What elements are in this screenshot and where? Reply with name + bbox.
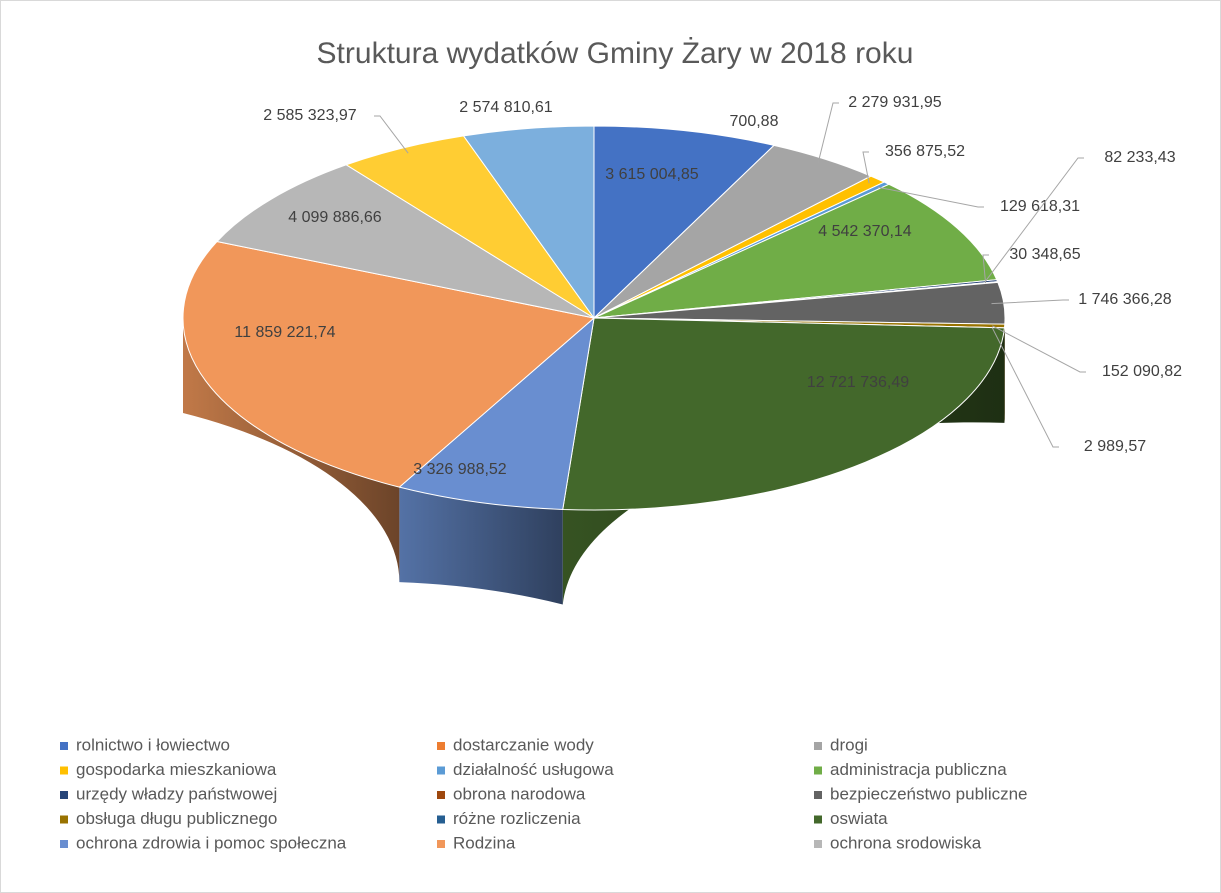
slice [462, 125, 595, 320]
data-label: 152 090,82 [1102, 363, 1182, 380]
leader-line [984, 157, 1084, 283]
legend-label: bezpieczeństwo publiczne [830, 784, 1028, 803]
legend-swatch [814, 742, 822, 750]
data-label: 3 615 004,85 [605, 166, 699, 183]
legend-label: działalność usługowa [453, 760, 614, 779]
legend-swatch [437, 791, 445, 799]
legend-swatch [60, 742, 68, 750]
legend-swatch [814, 766, 822, 775]
legend-swatch [437, 742, 445, 750]
data-label: 129 618,31 [1000, 198, 1080, 215]
legend-label: obsługa długu publicznego [76, 809, 277, 828]
data-label: 30 348,65 [1009, 246, 1080, 263]
data-label: 4 542 370,14 [818, 223, 912, 240]
slice [182, 240, 596, 488]
legend-swatch [437, 815, 445, 824]
leader-line [877, 186, 984, 208]
data-label: 12 721 736,49 [807, 374, 909, 391]
leader-line [862, 151, 870, 184]
legend-swatch [814, 791, 822, 799]
legend-swatch [60, 815, 68, 824]
leader-line [991, 299, 1069, 305]
slice [593, 183, 998, 319]
leader-line [817, 102, 839, 165]
legend-label: drogi [830, 735, 868, 754]
legend-swatch [60, 766, 68, 775]
legend-swatch [60, 840, 68, 848]
legend-label: ochrona srodowiska [830, 833, 982, 852]
data-label: 700,88 [730, 113, 779, 130]
data-label: 4 099 886,66 [288, 209, 382, 226]
legend-label: obrona narodowa [453, 784, 586, 803]
slice [398, 316, 595, 510]
legend-label: oswiata [830, 809, 888, 828]
legend-label: Rodzina [453, 833, 516, 852]
leader-line [991, 327, 1059, 448]
legend-label: ochrona zdrowia i pomoc społeczna [76, 833, 347, 852]
data-label: 2 989,57 [1084, 438, 1146, 455]
slice [562, 317, 1006, 511]
data-label: 82 233,43 [1104, 149, 1175, 166]
legend-label: administracja publiczna [830, 760, 1007, 779]
legend-swatch [437, 840, 445, 848]
data-label: 2 574 810,61 [459, 99, 553, 116]
legend-label: rolnictwo i łowiectwo [76, 735, 230, 754]
leader-line [992, 325, 1086, 373]
data-label: 11 859 221,74 [234, 324, 335, 341]
leader-line [982, 254, 989, 284]
legend-label: urzędy władzy państwowej [76, 784, 277, 803]
data-label: 1 746 366,28 [1078, 291, 1172, 308]
legend-label: różne rozliczenia [453, 809, 581, 828]
leader-line [374, 115, 409, 154]
legend-label: dostarczanie wody [453, 735, 594, 754]
data-label: 356 875,52 [885, 143, 965, 160]
data-label: 2 279 931,95 [848, 94, 942, 111]
legend-swatch [437, 766, 445, 775]
chart-title: Struktura wydatków Gminy Żary w 2018 rok… [317, 37, 914, 70]
slice [216, 164, 595, 319]
legend-swatch [60, 791, 68, 799]
data-label: 3 326 988,52 [413, 461, 507, 478]
legend-swatch [814, 840, 822, 848]
data-label: 2 585 323,97 [263, 107, 357, 124]
legend-swatch [814, 815, 822, 824]
slice [593, 125, 776, 320]
slice-side [399, 487, 563, 605]
legend-label: gospodarka mieszkaniowa [76, 760, 277, 779]
